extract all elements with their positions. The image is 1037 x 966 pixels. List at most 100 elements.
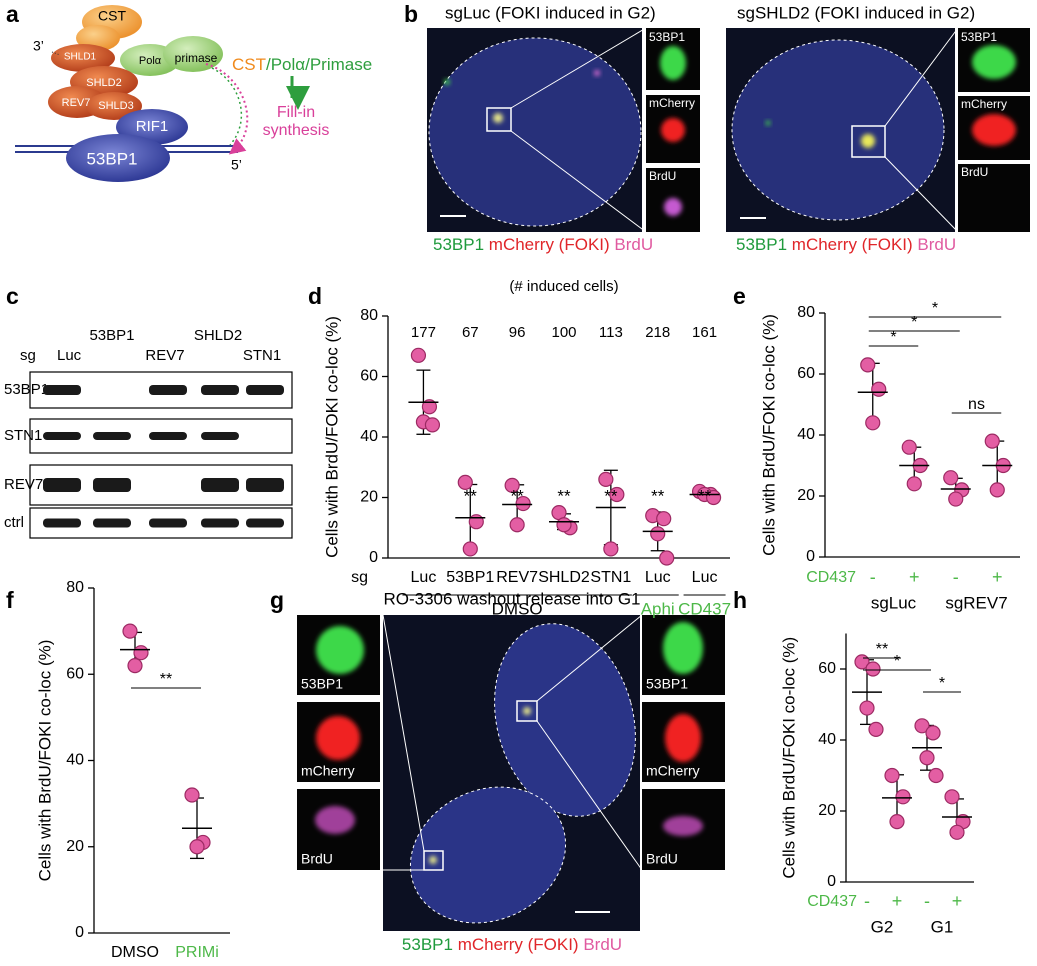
- inset-label: BrdU: [646, 851, 678, 867]
- y-tick-label: 80: [360, 307, 378, 324]
- inset-signal: [664, 198, 682, 216]
- protein-label: RIF1: [136, 118, 169, 135]
- data-point: [948, 491, 964, 507]
- protein-label: primase: [175, 51, 218, 65]
- data-point: [906, 476, 922, 492]
- band: [246, 518, 284, 528]
- comparison-label: **: [876, 641, 888, 658]
- complex-part: CST: [232, 55, 266, 74]
- inset-signal: [972, 45, 1016, 79]
- legend-entry: BrdU: [917, 235, 956, 254]
- inset-label: mCherry: [961, 97, 1007, 111]
- panel-label: e: [733, 283, 746, 309]
- header-value: 113: [599, 324, 623, 341]
- x-tick-label: +: [952, 891, 963, 911]
- group-label: DMSO: [492, 599, 543, 618]
- zoom-line: [510, 27, 647, 233]
- y-tick-label: 0: [827, 873, 836, 890]
- inset-label: BrdU: [961, 165, 988, 179]
- focus: [429, 856, 437, 864]
- protein: [66, 134, 170, 182]
- inset-signal: [660, 46, 686, 80]
- legend-entry: mCherry (FOKI): [458, 935, 579, 954]
- y-tick-label: 60: [797, 365, 815, 382]
- inset-label: 53BP1: [961, 30, 997, 44]
- data-point: [457, 474, 473, 490]
- western-blot: sg Luc53BP1REV7SHLD2STN153BP1STN1REV7ctr…: [4, 327, 293, 539]
- inset-signal: [316, 626, 364, 674]
- y-tick-label: 80: [797, 304, 815, 321]
- data-point: [189, 839, 205, 855]
- row-label: REV7: [4, 476, 43, 493]
- group-label: G2: [871, 917, 894, 936]
- comparison-label: **: [160, 671, 172, 688]
- zoom-box: [486, 107, 512, 132]
- inset-label: BrdU: [649, 169, 676, 183]
- data-point: [889, 814, 905, 830]
- data-point: [949, 824, 965, 840]
- zoom-line: [884, 27, 959, 233]
- y-tick-label: 20: [818, 802, 836, 819]
- band: [43, 478, 81, 492]
- y-tick-label: 40: [818, 731, 836, 748]
- data-point: [943, 470, 959, 486]
- protein-label: SHLD3: [98, 100, 133, 112]
- data-point: [944, 789, 960, 805]
- group-label: Aphi: [641, 599, 675, 618]
- stain-legend: 53BP1 mCherry (FOKI) BrdU: [402, 935, 622, 954]
- nucleus: [494, 623, 636, 817]
- header-value: 67: [462, 324, 479, 341]
- panel-label: f: [6, 587, 14, 613]
- header-value: 218: [645, 324, 670, 341]
- y-tick-label: 20: [66, 838, 84, 855]
- band: [201, 432, 239, 440]
- band: [149, 518, 187, 528]
- protein-label: SHLD2: [86, 77, 121, 89]
- data-point: [462, 541, 478, 557]
- protein-label: REV7: [62, 97, 91, 109]
- inset-label: 53BP1: [649, 30, 685, 44]
- x-tick-label: DMSO: [111, 944, 159, 961]
- row-label: STN1: [4, 427, 42, 444]
- nucleus-outline: [428, 37, 642, 227]
- x-tick-label: Luc: [411, 569, 437, 586]
- y-tick-label: 0: [806, 548, 815, 565]
- protein: [86, 92, 142, 120]
- group-label: G1: [931, 917, 954, 936]
- y-axis-label: Cells with BrdU/FOKI co-loc (%): [779, 637, 798, 879]
- comparison-label: ns: [968, 396, 985, 413]
- y-tick-label: 0: [369, 549, 378, 566]
- inset-signal: [972, 114, 1016, 146]
- x-tick-label: 53BP1: [446, 569, 494, 586]
- data-point: [656, 511, 672, 527]
- data-point: [859, 700, 875, 716]
- y-tick-label: 20: [797, 487, 815, 504]
- data-point: [914, 718, 930, 734]
- band: [149, 385, 187, 395]
- row-label: 53BP1: [4, 381, 49, 398]
- data-point: [410, 347, 427, 363]
- comparison-label: *: [894, 653, 900, 670]
- data-point: [515, 495, 531, 512]
- y-axis-label: Cells with BrdU/FOKI co-loc (%): [322, 316, 341, 558]
- y-axis-label: Cells with BrdU/FOKI co-loc (%): [759, 314, 778, 556]
- panel-label: h: [733, 587, 747, 613]
- y-tick-label: 20: [360, 489, 378, 506]
- band: [201, 518, 239, 528]
- data-point: [865, 415, 881, 431]
- y-tick-label: 80: [66, 579, 84, 596]
- row-label: ctrl: [4, 514, 24, 531]
- protein: [163, 36, 223, 72]
- data-point: [928, 767, 944, 784]
- y-tick-label: 0: [75, 924, 84, 941]
- data-point: [871, 381, 887, 397]
- significance: **: [511, 486, 525, 505]
- legend-entry: 53BP1: [402, 935, 453, 954]
- lane-label: REV7: [145, 347, 184, 364]
- data-point: [659, 550, 675, 566]
- y-tick-label: 60: [818, 660, 836, 677]
- nucleus-outline: [494, 623, 636, 817]
- y-axis-label: Cells with BrdU/FOKI co-loc (%): [35, 640, 54, 882]
- inset-label: mCherry: [646, 763, 700, 779]
- x-tick-label: SHLD2: [538, 569, 590, 586]
